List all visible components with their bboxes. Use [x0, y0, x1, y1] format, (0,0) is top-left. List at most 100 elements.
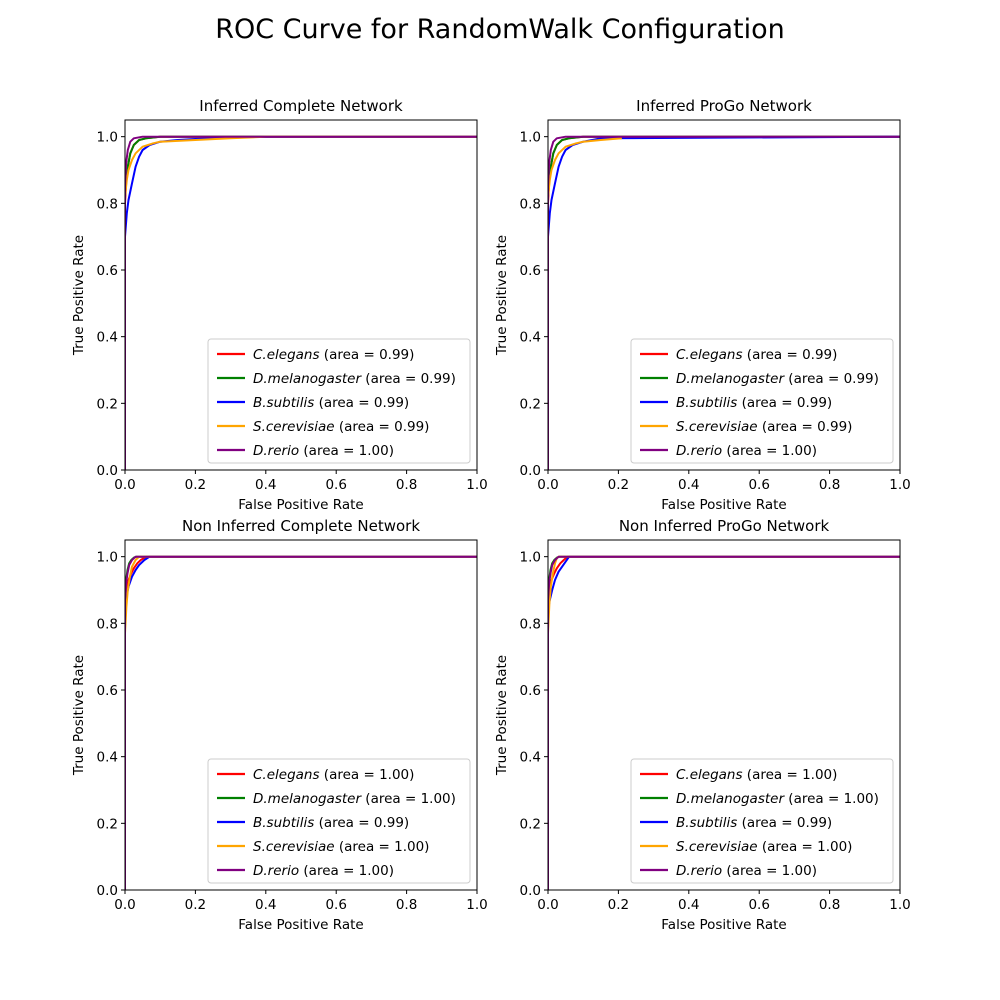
y-tick-label: 1.0 — [520, 550, 541, 566]
legend-box — [630, 338, 894, 464]
y-tick-label: 0.6 — [520, 683, 541, 699]
legend-area: (area = 1.00) — [335, 839, 430, 855]
x-tick-label: 0.2 — [185, 477, 206, 493]
subplot-title: Non Inferred Complete Network — [182, 517, 420, 535]
legend-entry: C.elegans (area = 1.00) — [253, 767, 414, 783]
legend-entry: B.subtilis (area = 0.99) — [253, 395, 409, 411]
y-tick-label: 1.0 — [520, 130, 541, 146]
x-tick-label: 0.0 — [537, 477, 558, 493]
y-tick-label: 1.0 — [97, 550, 118, 566]
legend-area: (area = 1.00) — [320, 767, 415, 783]
legend-entry: B.subtilis (area = 0.99) — [253, 815, 409, 831]
subplot-title: Inferred Complete Network — [199, 97, 403, 115]
legend-box — [207, 338, 471, 464]
legend: C.elegans (area = 1.00)D.melanogaster (a… — [630, 758, 894, 884]
legend-entry: C.elegans (area = 0.99) — [676, 347, 837, 363]
y-tick-label: 0.0 — [97, 883, 118, 899]
legend-area: (area = 0.99) — [758, 419, 853, 435]
axes-frame — [547, 119, 901, 471]
x-tick-label: 0.6 — [325, 477, 346, 493]
legend-species: S.cerevisiae — [676, 419, 758, 435]
x-tick-label: 0.8 — [396, 897, 417, 913]
subplot-4: Non Inferred ProGo Network 0.0 0.2 0.4 0.6 0.… — [494, 517, 911, 933]
legend-area: (area = 0.99) — [361, 371, 456, 387]
x-tick-label: 0.0 — [537, 897, 558, 913]
legend-area: (area = 1.00) — [299, 443, 394, 459]
series-lines — [125, 135, 477, 470]
x-tick-label: 0.0 — [114, 477, 135, 493]
y-tick-label: 0.8 — [97, 196, 118, 212]
legend-species: D.melanogaster — [253, 791, 362, 807]
legend-species: D.rerio — [253, 443, 299, 459]
y-tick-label: 0.4 — [97, 330, 118, 346]
y-tick-label: 0.6 — [97, 263, 118, 279]
y-axis-label: True Positive Rate — [494, 655, 510, 776]
subplot-3: Non Inferred Complete Network 0.0 0.2 0.4 0.… — [71, 517, 488, 933]
legend-entry: S.cerevisiae (area = 0.99) — [253, 419, 429, 435]
legend: C.elegans (area = 0.99)D.melanogaster (a… — [630, 338, 894, 464]
legend-entry: D.rerio (area = 1.00) — [253, 443, 394, 459]
legend-species: B.subtilis — [253, 815, 314, 831]
x-tick-label: 1.0 — [466, 897, 487, 913]
legend-species: B.subtilis — [676, 395, 737, 411]
legend-area: (area = 1.00) — [784, 791, 879, 807]
y-tick-label: 0.6 — [97, 683, 118, 699]
x-tick-label: 1.0 — [889, 477, 910, 493]
y-tick-label: 0.4 — [97, 750, 118, 766]
legend-species: B.subtilis — [676, 815, 737, 831]
legend-entry: D.rerio (area = 1.00) — [676, 863, 817, 879]
x-axis-label: False Positive Rate — [238, 917, 363, 933]
axes-frame — [124, 119, 478, 471]
x-tick-label: 0.4 — [255, 477, 276, 493]
legend-species: C.elegans — [676, 767, 743, 783]
legend-entry: D.rerio (area = 1.00) — [676, 443, 817, 459]
legend-area: (area = 0.99) — [784, 371, 879, 387]
legend-area: (area = 0.99) — [335, 419, 430, 435]
axes-frame — [124, 539, 478, 891]
legend-area: (area = 0.99) — [737, 815, 832, 831]
x-tick-label: 1.0 — [889, 897, 910, 913]
x-tick-label: 0.4 — [678, 897, 699, 913]
series-line-s-cerevisiae — [125, 135, 477, 470]
legend-area: (area = 1.00) — [743, 767, 838, 783]
y-axis-label: True Positive Rate — [494, 235, 510, 356]
subplot-1: Inferred Complete Network 0.0 0.2 0.4 0.6 0.8… — [71, 97, 488, 513]
y-axis-label: True Positive Rate — [71, 655, 87, 776]
legend-species: D.rerio — [676, 443, 722, 459]
legend-entry: S.cerevisiae (area = 1.00) — [253, 839, 429, 855]
y-tick-label: 0.2 — [97, 396, 118, 412]
legend-area: (area = 0.99) — [314, 395, 409, 411]
legend-box — [207, 758, 471, 884]
legend-area: (area = 0.99) — [743, 347, 838, 363]
legend-species: S.cerevisiae — [676, 839, 758, 855]
y-tick-label: 0.8 — [520, 196, 541, 212]
x-tick-label: 0.4 — [255, 897, 276, 913]
legend-species: D.melanogaster — [676, 371, 785, 387]
x-axis-label: False Positive Rate — [238, 497, 363, 513]
legend-entry: C.elegans (area = 0.99) — [253, 347, 414, 363]
legend-species: S.cerevisiae — [253, 839, 335, 855]
legend-area: (area = 1.00) — [299, 863, 394, 879]
legend-species: B.subtilis — [253, 395, 314, 411]
y-tick-label: 0.4 — [520, 330, 541, 346]
legend-entry: S.cerevisiae (area = 1.00) — [676, 839, 852, 855]
y-tick-label: 0.8 — [520, 616, 541, 632]
legend-species: S.cerevisiae — [253, 419, 335, 435]
legend-species: C.elegans — [676, 347, 743, 363]
x-tick-label: 0.2 — [608, 477, 629, 493]
legend: C.elegans (area = 0.99)D.melanogaster (a… — [207, 338, 471, 464]
subplot-title: Inferred ProGo Network — [636, 97, 812, 115]
x-tick-label: 0.8 — [396, 477, 417, 493]
x-axis-label: False Positive Rate — [661, 917, 786, 933]
y-tick-label: 0.2 — [520, 396, 541, 412]
legend-entry: B.subtilis (area = 0.99) — [676, 395, 832, 411]
y-tick-label: 0.8 — [97, 616, 118, 632]
subplot-2: Inferred ProGo Network 0.0 0.2 0.4 0.6 0.8 1.0… — [494, 97, 911, 513]
legend-area: (area = 0.99) — [320, 347, 415, 363]
x-tick-label: 1.0 — [466, 477, 487, 493]
legend-species: D.rerio — [253, 863, 299, 879]
legend-entry: D.melanogaster (area = 1.00) — [676, 791, 879, 807]
legend-species: C.elegans — [253, 347, 320, 363]
y-tick-label: 0.0 — [97, 463, 118, 479]
